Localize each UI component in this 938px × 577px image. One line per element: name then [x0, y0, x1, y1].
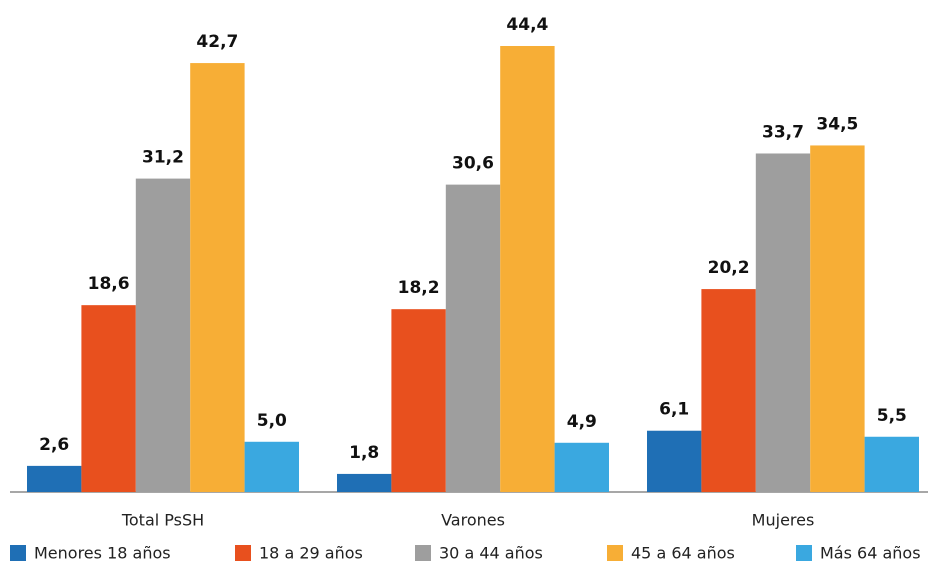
bar	[391, 309, 446, 492]
bar	[554, 442, 609, 492]
legend-swatch	[10, 545, 26, 561]
legend-label: Menores 18 años	[34, 544, 171, 563]
legend-swatch	[415, 545, 431, 561]
x-tick-label: Varones	[441, 511, 505, 530]
bar	[81, 305, 136, 492]
bar	[190, 63, 245, 493]
data-label: 4,9	[567, 412, 597, 432]
data-label: 1,8	[349, 443, 379, 463]
bar	[135, 178, 191, 492]
x-tick-label: Mujeres	[752, 511, 815, 530]
data-label: 5,0	[257, 411, 287, 431]
bar	[27, 465, 82, 492]
legend-label: 18 a 29 años	[259, 544, 363, 563]
bar	[647, 430, 702, 492]
bar	[701, 289, 756, 492]
data-label: 5,5	[877, 406, 907, 426]
bar	[337, 473, 392, 492]
bar	[500, 46, 555, 492]
data-label: 31,2	[142, 148, 184, 168]
bar	[864, 436, 919, 492]
data-label: 30,6	[452, 154, 494, 174]
legend-swatch	[796, 545, 812, 561]
x-tick-label: Total PsSH	[121, 511, 204, 530]
data-label: 33,7	[762, 122, 804, 142]
data-label: 34,5	[816, 114, 858, 134]
bar	[810, 145, 865, 492]
bar	[244, 441, 299, 492]
bar	[445, 184, 501, 492]
data-label: 2,6	[39, 435, 69, 455]
data-label: 6,1	[659, 400, 689, 420]
bar	[755, 153, 811, 492]
data-label: 44,4	[506, 15, 548, 35]
legend-swatch	[235, 545, 251, 561]
data-label: 20,2	[708, 258, 750, 278]
legend-label: 45 a 64 años	[631, 544, 735, 563]
data-label: 42,7	[196, 32, 238, 52]
legend-label: 30 a 44 años	[439, 544, 543, 563]
legend-label: Más 64 años	[820, 544, 921, 563]
data-label: 18,6	[88, 274, 130, 294]
data-label: 18,2	[398, 278, 440, 298]
legend-swatch	[607, 545, 623, 561]
